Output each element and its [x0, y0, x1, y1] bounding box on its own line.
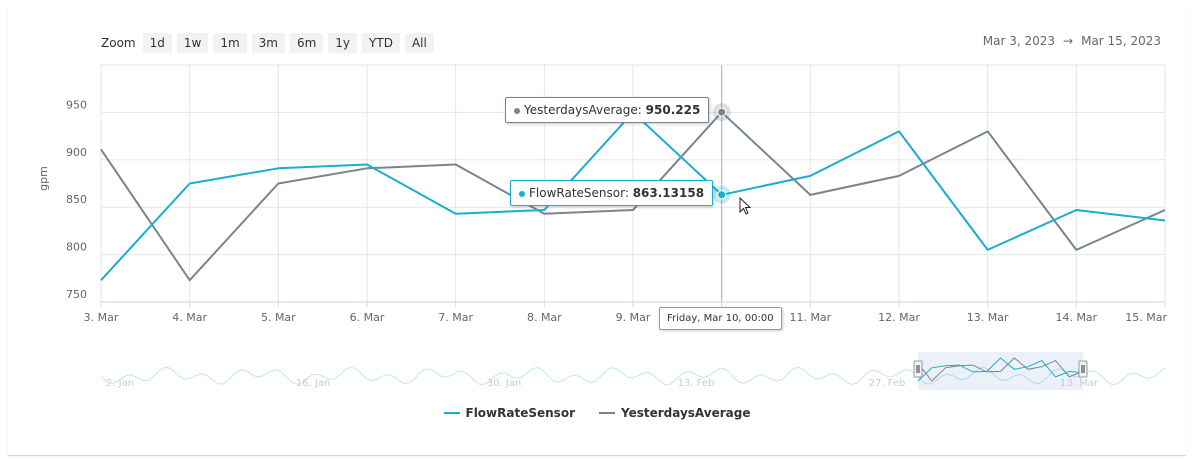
x-tick-label: 13. Mar [967, 311, 1009, 324]
x-tick-label: 6. Mar [350, 311, 385, 324]
zoom-toolbar: Zoom 1d 1w 1m 3m 6m 1y YTD All [101, 33, 434, 53]
legend-item-flow-rate-sensor[interactable]: FlowRateSensor [443, 406, 575, 420]
x-tick-label: 3. Mar [84, 311, 119, 324]
tooltip-value: 863.13158 [632, 186, 705, 200]
x-axis-tooltip: Friday, Mar 10, 00:00 [659, 307, 782, 330]
legend-label: FlowRateSensor [465, 406, 575, 420]
date-range-display: Mar 3, 2023 → Mar 15, 2023 [983, 34, 1161, 48]
zoom-all-button[interactable]: All [404, 33, 434, 53]
legend-item-yesterdays-average[interactable]: YesterdaysAverage [598, 406, 751, 420]
tooltip-yesterdays-average: YesterdaysAverage: 950.225 [505, 97, 710, 123]
y-axis-title: gpm [37, 166, 50, 191]
y-tick-label: 800 [66, 241, 87, 254]
navigator-series-yesterdaysaverage [917, 357, 1084, 382]
x-tick-label: 9. Mar [616, 311, 651, 324]
x-tick-label: 15. Mar [1125, 311, 1167, 324]
zoom-label: Zoom [101, 36, 136, 50]
tooltip-value: 950.225 [645, 103, 701, 117]
zoom-1d-button[interactable]: 1d [142, 33, 172, 53]
y-tick-label: 750 [66, 288, 87, 301]
x-tick-label: 5. Mar [261, 311, 296, 324]
zoom-1w-button[interactable]: 1w [176, 33, 209, 53]
navigator-right-handle[interactable] [1078, 360, 1088, 378]
zoom-1m-button[interactable]: 1m [213, 33, 247, 53]
navigator-series [100, 366, 1166, 386]
navigator-label: 30. Jan [487, 378, 522, 389]
range-arrow: → [1063, 34, 1074, 48]
series-dot-icon [514, 107, 520, 114]
range-to[interactable]: Mar 15, 2023 [1081, 34, 1161, 48]
navigator-label: 2. Jan [106, 378, 134, 389]
x-tick-label: 4. Mar [172, 311, 207, 324]
navigator-label: 13. Feb [678, 378, 715, 389]
legend-swatch [598, 412, 615, 414]
tooltip-flow-rate-sensor: FlowRateSensor: 863.13158 [510, 180, 714, 206]
navigator-label: 27. Feb [869, 378, 906, 389]
y-tick-label: 950 [66, 98, 87, 111]
navigator-label: 16. Jan [296, 378, 331, 389]
zoom-3m-button[interactable]: 3m [251, 33, 285, 53]
x-tick-label: 12. Mar [878, 311, 920, 324]
navigator-series-flowratesensor [917, 357, 1084, 382]
legend-swatch [443, 412, 460, 414]
mouse-cursor-icon [739, 197, 752, 215]
hover-point-flowratesensor[interactable] [717, 190, 727, 200]
zoom-6m-button[interactable]: 6m [289, 33, 324, 53]
range-from[interactable]: Mar 3, 2023 [982, 34, 1056, 48]
navigator-left-handle[interactable] [913, 360, 923, 378]
x-tick-label: 8. Mar [527, 311, 562, 324]
chart-legend: FlowRateSensor YesterdaysAverage [0, 406, 1194, 420]
zoom-1y-button[interactable]: 1y [328, 33, 358, 53]
x-tick-label: 14. Mar [1055, 311, 1097, 324]
series-dot-icon [519, 190, 525, 197]
navigator-label: 13. Mar [1060, 378, 1099, 389]
line-chart: 750 800 850 900 950 3. Mar 4. Mar 5. Mar 6. Mar 7… [37, 64, 1167, 390]
tooltip-series-name: YesterdaysAverage [524, 103, 638, 117]
hover-point-yesterdaysaverage[interactable] [717, 107, 727, 117]
y-tick-label: 900 [66, 146, 87, 159]
legend-label: YesterdaysAverage [620, 406, 751, 420]
x-tick-label: 11. Mar [789, 311, 831, 324]
zoom-ytd-button[interactable]: YTD [362, 33, 400, 53]
series-line-yesterdaysaverage[interactable] [100, 111, 1166, 282]
x-tick-label: 7. Mar [438, 311, 473, 324]
y-tick-label: 850 [66, 193, 87, 206]
tooltip-series-name: FlowRateSensor [529, 186, 625, 200]
